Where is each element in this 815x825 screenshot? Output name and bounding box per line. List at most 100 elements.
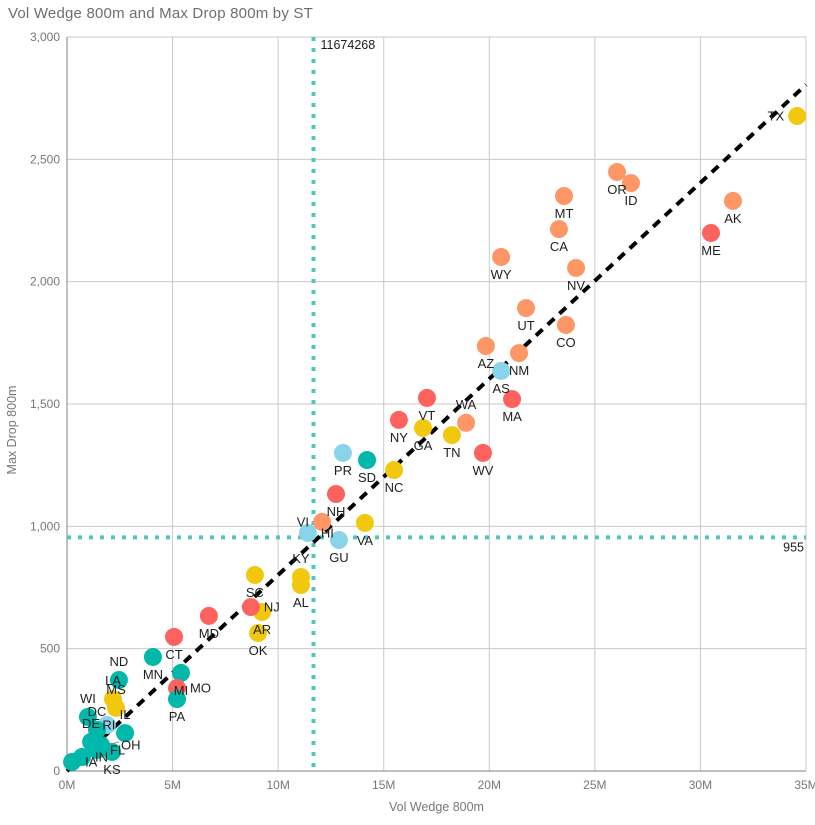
data-point-label-KS: KS [103, 762, 121, 777]
data-point-NJ[interactable] [241, 598, 260, 617]
data-point-label-TX: TX [768, 109, 785, 124]
data-point-label-MA: MA [502, 409, 522, 424]
data-point-MI[interactable] [172, 663, 191, 682]
x-tick-label: 25M [583, 778, 606, 792]
x-axis-title: Vol Wedge 800m [389, 800, 484, 814]
data-point-TX[interactable] [788, 107, 807, 126]
data-point-label-DC: DC [88, 704, 107, 719]
data-point-NH[interactable] [326, 485, 345, 504]
data-point-CO[interactable] [556, 315, 575, 334]
data-point-label-OR: OR [607, 182, 627, 197]
data-point-label-NJ: NJ [264, 600, 280, 615]
data-point-label-TN: TN [443, 445, 460, 460]
data-point-label-AS: AS [492, 381, 510, 396]
y-tick-label: 1,500 [30, 397, 60, 411]
data-point-TN[interactable] [442, 426, 461, 445]
data-point-label-FL: FL [110, 742, 125, 757]
data-point-AL[interactable] [291, 576, 310, 595]
data-point-GU[interactable] [329, 531, 348, 550]
data-point-VT[interactable] [417, 388, 436, 407]
data-point-label-GU: GU [329, 550, 349, 565]
data-point-AK[interactable] [723, 191, 742, 210]
data-point-label-VA: VA [357, 533, 374, 548]
data-point-label-WY: WY [491, 267, 512, 282]
y-tick-label: 3,000 [30, 30, 60, 44]
data-point-label-OH: OH [121, 738, 141, 753]
x-tick-label: 5M [164, 778, 181, 792]
data-point-label-ID: ID [624, 193, 637, 208]
y-tick-label: 2,000 [30, 275, 60, 289]
data-point-VA[interactable] [355, 513, 374, 532]
data-point-label-RI: RI [102, 718, 115, 733]
y-tick-label: 0 [53, 764, 60, 778]
data-point-label-MN: MN [143, 667, 163, 682]
data-point-SC[interactable] [245, 566, 264, 585]
data-point-NV[interactable] [567, 258, 586, 277]
data-point-ME[interactable] [701, 223, 720, 242]
x-reference-line-label: 11674268 [320, 38, 375, 52]
data-point-PR[interactable] [333, 443, 352, 462]
data-point-label-NV: NV [567, 278, 585, 293]
data-point-MN[interactable] [143, 647, 162, 666]
data-point-CT[interactable] [165, 627, 184, 646]
data-point-ND[interactable] [109, 670, 128, 689]
chart-title: Vol Wedge 800m and Max Drop 800m by ST [8, 5, 313, 22]
data-point-label-GA: GA [414, 438, 433, 453]
data-point-PA[interactable] [168, 690, 187, 709]
data-point-label-SC: SC [246, 585, 264, 600]
data-point-WA[interactable] [457, 413, 476, 432]
data-point-label-AZ: AZ [478, 356, 495, 371]
data-point-label-UT: UT [517, 318, 534, 333]
data-point-WV[interactable] [473, 443, 492, 462]
data-point-OR[interactable] [608, 163, 627, 182]
data-point-label-SD: SD [358, 470, 376, 485]
data-point-label-LA: LA [105, 673, 121, 688]
data-point-label-AR: AR [253, 622, 271, 637]
data-point-ID[interactable] [621, 174, 640, 193]
y-tick-label: 1,000 [30, 519, 60, 533]
x-tick-label: 0M [59, 778, 76, 792]
data-point-label-MT: MT [555, 206, 574, 221]
data-point-label-AK: AK [724, 211, 742, 226]
data-point-MD[interactable] [199, 606, 218, 625]
data-point-label-IA: IA [85, 754, 98, 769]
data-point-VI[interactable] [313, 512, 332, 531]
data-point-label-KY: KY [292, 551, 310, 566]
data-point-WI[interactable] [78, 707, 97, 726]
data-point-label-MO: MO [190, 681, 211, 696]
data-point-label-PR: PR [334, 463, 352, 478]
x-tick-label: 20M [478, 778, 501, 792]
x-tick-label: 15M [372, 778, 395, 792]
data-point-label-WI: WI [80, 691, 96, 706]
data-point-GA[interactable] [413, 418, 432, 437]
data-point-IL[interactable] [116, 724, 135, 743]
data-point-label-DE: DE [82, 716, 100, 731]
data-point-label-NH: NH [327, 504, 346, 519]
data-point-NM[interactable] [510, 344, 529, 363]
data-point-MA[interactable] [503, 390, 522, 409]
data-point-AS[interactable] [492, 361, 511, 380]
data-point-OK[interactable] [249, 624, 268, 643]
data-point-NY[interactable] [389, 410, 408, 429]
data-point-label-MI: MI [174, 683, 188, 698]
data-point-NC[interactable] [385, 461, 404, 480]
data-point-IA[interactable] [63, 752, 82, 771]
data-point-MS[interactable] [106, 698, 125, 717]
data-point-MT[interactable] [555, 187, 574, 206]
data-point-label-OK: OK [249, 643, 268, 658]
data-point-UT[interactable] [517, 299, 536, 318]
data-point-label-PA: PA [169, 709, 186, 724]
data-point-CA[interactable] [549, 220, 568, 239]
data-point-WY[interactable] [492, 247, 511, 266]
data-point-label-IN: IN [95, 750, 108, 765]
data-point-label-MD: MD [199, 626, 219, 641]
data-point-HI[interactable] [298, 523, 317, 542]
data-point-SD[interactable] [358, 451, 377, 470]
data-point-FL[interactable] [87, 740, 106, 759]
data-point-AZ[interactable] [476, 337, 495, 356]
data-point-KS[interactable] [102, 742, 121, 761]
y-reference-line-label: 955 [783, 540, 804, 554]
y-tick-label: 2,500 [30, 152, 60, 166]
